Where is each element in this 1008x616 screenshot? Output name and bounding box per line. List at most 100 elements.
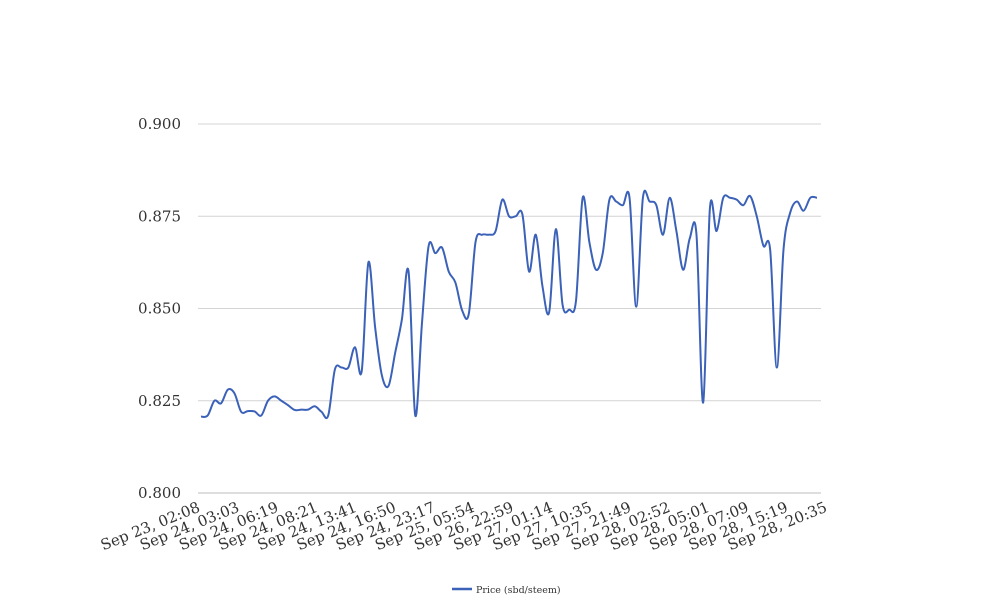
data-point	[775, 366, 779, 370]
data-point	[634, 305, 638, 309]
data-point	[788, 211, 792, 215]
data-point	[440, 246, 444, 250]
data-point	[654, 203, 658, 207]
data-point	[407, 270, 411, 274]
data-point	[614, 199, 618, 203]
data-point	[232, 391, 236, 395]
data-point	[433, 251, 437, 255]
data-point	[648, 199, 652, 203]
data-point	[701, 401, 705, 405]
data-point	[340, 366, 344, 370]
data-point	[333, 367, 337, 371]
legend-label: Price (sbd/steem)	[476, 585, 561, 596]
data-point	[500, 198, 504, 202]
data-point	[366, 260, 370, 264]
data-point	[607, 198, 611, 202]
y-tick-label: 0.825	[138, 392, 181, 410]
data-point	[748, 194, 752, 198]
data-point	[273, 394, 277, 398]
data-point	[239, 410, 243, 414]
data-point	[393, 351, 397, 355]
data-point	[286, 403, 290, 407]
data-point	[360, 369, 364, 373]
data-point	[641, 196, 645, 200]
data-point	[661, 233, 665, 237]
data-point	[453, 281, 457, 285]
data-point	[741, 203, 745, 207]
data-point	[346, 366, 350, 370]
data-point	[226, 388, 230, 392]
y-tick-label: 0.800	[138, 484, 181, 502]
data-point	[540, 284, 544, 288]
data-point	[768, 247, 772, 251]
data-point	[574, 299, 578, 303]
data-point	[320, 410, 324, 414]
series-line	[200, 189, 818, 420]
data-point	[728, 196, 732, 200]
data-point	[547, 310, 551, 314]
data-point	[681, 268, 685, 272]
data-point	[219, 401, 223, 405]
data-point	[420, 321, 424, 325]
data-point	[621, 203, 625, 207]
data-point	[514, 214, 518, 218]
data-point	[326, 414, 330, 418]
data-point	[674, 229, 678, 233]
data-point	[507, 214, 511, 218]
y-tick-label: 0.900	[138, 115, 181, 133]
data-point	[253, 409, 257, 413]
data-point	[815, 196, 819, 200]
data-point	[755, 214, 759, 218]
data-point	[520, 212, 524, 216]
data-point	[480, 233, 484, 237]
data-point	[474, 240, 478, 244]
data-point	[708, 207, 712, 211]
data-point	[413, 414, 417, 418]
data-point	[380, 373, 384, 377]
data-point	[587, 240, 591, 244]
legend[interactable]: Price (sbd/steem)	[452, 585, 561, 596]
data-point	[373, 325, 377, 329]
data-point	[447, 270, 451, 274]
data-point	[527, 270, 531, 274]
data-point	[721, 196, 725, 200]
data-point	[795, 199, 799, 203]
y-axis-tick-labels: 0.800 0.825 0.850 0.875 0.900	[138, 115, 181, 502]
data-point	[199, 415, 203, 419]
data-point	[246, 409, 250, 413]
data-point	[386, 384, 390, 388]
data-point	[427, 244, 431, 248]
data-point	[353, 345, 357, 349]
y-tick-label: 0.875	[138, 207, 181, 225]
data-point	[601, 251, 605, 255]
data-point	[206, 414, 210, 418]
gridlines	[198, 123, 821, 494]
data-point	[266, 399, 270, 403]
data-point	[688, 236, 692, 240]
data-point	[567, 308, 571, 312]
data-point	[259, 414, 263, 418]
data-point	[306, 408, 310, 412]
data-point	[735, 198, 739, 202]
data-point	[668, 196, 672, 200]
data-point	[594, 268, 598, 272]
data-point	[487, 233, 491, 237]
data-point	[467, 312, 471, 316]
data-point	[534, 233, 538, 237]
data-point	[761, 244, 765, 248]
data-point	[212, 399, 216, 403]
data-point	[554, 227, 558, 231]
data-point	[715, 229, 719, 233]
data-point	[279, 399, 283, 403]
data-point	[561, 303, 565, 307]
data-point	[581, 196, 585, 200]
data-point	[802, 209, 806, 213]
data-point	[293, 408, 297, 412]
y-tick-label: 0.850	[138, 300, 181, 318]
data-point	[299, 408, 303, 412]
data-point	[628, 196, 632, 200]
data-point	[460, 308, 464, 312]
data-point	[782, 247, 786, 251]
